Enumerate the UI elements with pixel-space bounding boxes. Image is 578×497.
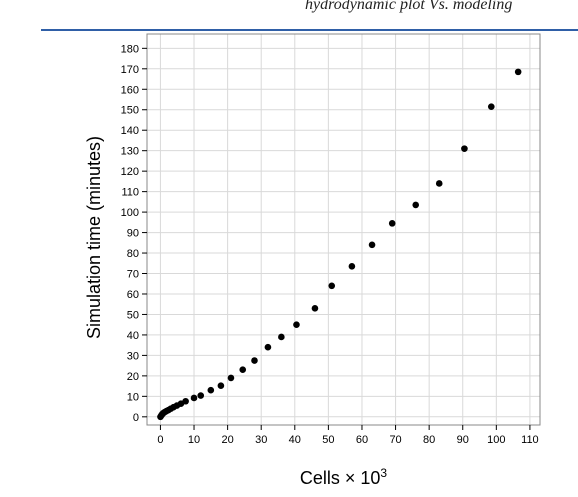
x-tick-label: 70	[389, 434, 401, 446]
data-point	[197, 392, 205, 399]
x-axis: 0 10 20 30 40 50 60 70 80 90 100 110	[157, 425, 539, 446]
y-tick-label: 50	[127, 309, 139, 321]
y-tick-label: 70	[127, 269, 139, 281]
data-point	[328, 282, 336, 290]
x-tick-label: 10	[188, 434, 200, 446]
y-tick-label: 150	[121, 105, 139, 117]
y-tick-label: 130	[121, 146, 139, 158]
y-tick-label: 160	[121, 84, 139, 96]
data-point	[435, 180, 443, 187]
plot-area	[147, 34, 540, 425]
data-point	[412, 201, 420, 209]
x-tick-label: 90	[457, 434, 469, 446]
data-point	[388, 220, 396, 227]
data-point	[487, 103, 495, 110]
x-tick-label: 100	[487, 434, 505, 446]
data-point	[182, 397, 189, 405]
data-point	[514, 68, 522, 76]
data-point	[239, 366, 247, 374]
data-point	[227, 374, 235, 382]
y-tick-label: 110	[121, 187, 139, 199]
y-tick-label: 60	[127, 289, 139, 301]
y-tick-label: 170	[121, 64, 139, 76]
x-tick-label: 20	[221, 434, 233, 446]
data-point	[461, 145, 468, 152]
y-tick-label: 140	[121, 125, 139, 137]
y-axis-title: Simulation time (minutes)	[84, 136, 104, 339]
x-tick-label: 110	[521, 434, 539, 446]
x-tick-label: 30	[255, 434, 267, 446]
y-tick-label: 20	[127, 371, 139, 383]
gridlines	[147, 34, 540, 425]
y-tick-label: 30	[127, 350, 139, 362]
x-tick-label: 60	[356, 434, 368, 446]
header-rule	[41, 29, 578, 31]
x-tick-label: 80	[423, 434, 435, 446]
x-axis-title: Cells × 103	[300, 466, 388, 488]
data-point	[264, 343, 272, 351]
y-tick-label: 180	[121, 43, 139, 55]
x-tick-label: 50	[322, 434, 334, 446]
plot-frame	[146, 33, 541, 426]
y-tick-label: 120	[121, 166, 139, 178]
data-point	[278, 333, 285, 341]
y-tick-label: 0	[133, 412, 139, 424]
x-tick-label: 0	[157, 434, 163, 446]
data-points	[157, 68, 522, 421]
data-point	[311, 305, 319, 312]
x-axis-title-text: Cells × 10	[300, 468, 381, 488]
y-tick-label: 100	[121, 207, 139, 219]
y-tick-label: 40	[127, 330, 139, 342]
y-tick-label: 80	[127, 248, 139, 260]
x-tick-label: 40	[289, 434, 301, 446]
data-point	[293, 321, 300, 328]
data-point	[217, 382, 225, 389]
y-tick-label: 90	[127, 228, 139, 240]
y-axis: 0 10 20 30 40 50 60 70 80 90 100 110 120 130 140 150 160…	[121, 43, 147, 424]
data-point	[251, 357, 258, 364]
y-tick-label: 10	[127, 391, 139, 403]
data-point	[207, 386, 215, 394]
x-axis-title-exponent: 3	[380, 466, 387, 480]
data-point	[368, 241, 376, 249]
data-point	[348, 263, 356, 270]
data-point	[190, 394, 198, 402]
running-header-text: hydrodynamic plot Vs. modeling	[305, 0, 513, 13]
